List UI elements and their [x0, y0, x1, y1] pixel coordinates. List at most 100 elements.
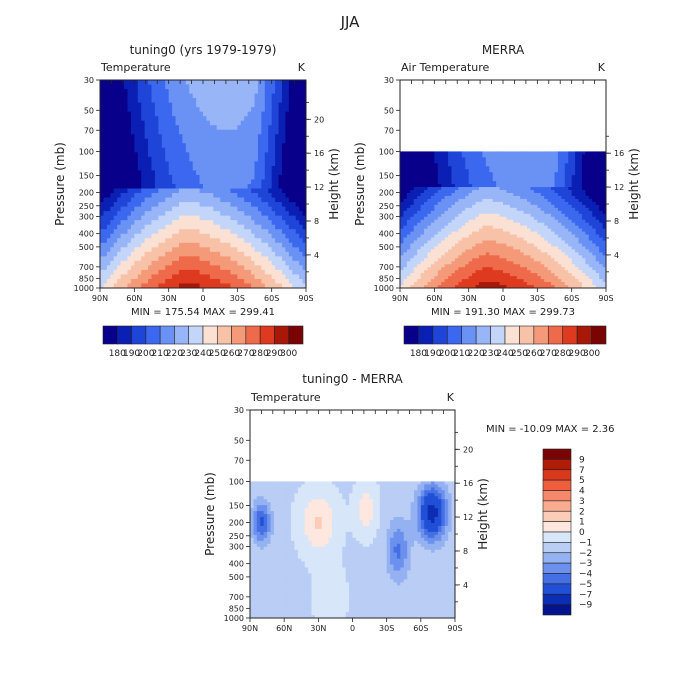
panel-3: tuning0 - MERRA Temperature K 90N 60N 30N 0 30S… — [203, 372, 615, 633]
y-tick-label: 300 — [79, 213, 94, 222]
panel-subtitle: Temperature — [100, 61, 171, 74]
colorbar-swatch — [159, 325, 175, 345]
colorbar-swatch — [490, 325, 506, 345]
colorbar-label: −4 — [579, 570, 593, 580]
y-tick-label: 200 — [379, 189, 394, 198]
x-tick-label: 60S — [564, 294, 579, 303]
x-tick-label: 30N — [161, 294, 177, 303]
colorbar-label: 280 — [252, 349, 269, 359]
colorbar-label: 0 — [579, 528, 585, 538]
colorbar-label: −2 — [579, 549, 592, 559]
x-tick-label: 60S — [264, 294, 279, 303]
y2-tick-label: 16 — [314, 149, 324, 158]
y-tick-label: 150 — [379, 171, 394, 180]
y2-tick-label: 20 — [463, 445, 473, 454]
y-tick-label: 100 — [229, 477, 244, 486]
y-tick-label: 50 — [234, 436, 244, 445]
x-tick-label: 30S — [379, 624, 394, 633]
x-tick-label: 90N — [242, 624, 258, 633]
panel-1: tuning0 (yrs 1979-1979) Temperature K 90N 60… — [53, 43, 341, 359]
y-tick-label: 250 — [229, 532, 244, 541]
colorbar-swatch — [542, 583, 572, 595]
x-tick-label: 0 — [200, 294, 205, 303]
y-tick-label: 1000 — [74, 284, 94, 293]
y2-tick-label: 20 — [314, 115, 324, 124]
colorbar-label: 190 — [424, 349, 441, 359]
colorbar-label: 180 — [410, 349, 427, 359]
colorbar-label: 190 — [123, 349, 140, 359]
y-tick-label: 850 — [379, 274, 394, 283]
colorbar-swatch — [542, 593, 572, 605]
colorbar-swatch — [533, 325, 549, 345]
colorbar-label: −7 — [579, 590, 592, 600]
colorbar-label: 220 — [166, 349, 183, 359]
stats-label: MIN = -10.09 MAX = 2.36 — [486, 424, 615, 435]
y-tick-label: 30 — [384, 76, 394, 85]
y-tick-label: 300 — [379, 213, 394, 222]
y-tick-label: 700 — [229, 593, 244, 602]
colorbar-swatch — [542, 459, 572, 471]
y-tick-label: 500 — [379, 243, 394, 252]
colorbar-label: 5 — [579, 476, 585, 486]
x-tick-label: 90S — [447, 624, 462, 633]
colorbar-swatch — [542, 521, 572, 533]
x-tick-label: 90N — [92, 294, 108, 303]
colorbar-label: 2 — [579, 507, 585, 517]
y2-tick-label: 4 — [463, 581, 468, 590]
y-tick-label: 500 — [229, 573, 244, 582]
colorbar-label: −3 — [579, 559, 592, 569]
colorbar-swatch — [542, 500, 572, 512]
colorbar-swatch — [542, 552, 572, 564]
contour-field — [100, 80, 307, 289]
colorbar-swatch — [542, 573, 572, 585]
colorbar-label: 300 — [280, 349, 297, 359]
stats-label: MIN = 175.54 MAX = 299.41 — [131, 307, 275, 318]
y-tick-label: 200 — [79, 189, 94, 198]
colorbar-label: 290 — [266, 349, 283, 359]
x-tick-label: 30N — [310, 624, 326, 633]
panel-subtitle: Air Temperature — [401, 61, 490, 74]
x-tick-label: 0 — [350, 624, 355, 633]
y-tick-label: 30 — [84, 76, 94, 85]
colorbar-label: 200 — [439, 349, 456, 359]
panel-title: tuning0 - MERRA — [302, 372, 403, 386]
y-tick-label: 200 — [229, 519, 244, 528]
y2-tick-label: 12 — [463, 513, 473, 522]
colorbar-label: 3 — [579, 497, 585, 507]
colorbar-label: −5 — [579, 580, 592, 590]
colorbar-swatch — [403, 325, 419, 345]
y-tick-label: 1000 — [374, 284, 394, 293]
y-axis-label: Pressure (mb) — [53, 142, 67, 226]
x-tick-label: 30N — [461, 294, 477, 303]
colorbar-label: −9 — [579, 601, 593, 611]
colorbar-label: 210 — [453, 349, 470, 359]
colorbar-label: 200 — [137, 349, 154, 359]
y2-tick-label: 16 — [614, 149, 624, 158]
colorbar-label: 270 — [237, 349, 254, 359]
y2-axis-label: Height (km) — [476, 478, 490, 549]
y-tick-label: 70 — [384, 126, 394, 135]
colorbar-swatch — [231, 325, 247, 345]
colorbar-swatch — [288, 325, 304, 345]
y-tick-label: 700 — [79, 263, 94, 272]
contour-field — [400, 151, 607, 289]
colorbar-swatch — [542, 510, 572, 522]
colorbar-label: 7 — [579, 466, 585, 476]
colorbar-swatch — [216, 325, 232, 345]
y-tick-label: 50 — [84, 106, 94, 115]
x-tick-label: 60N — [426, 294, 442, 303]
y2-tick-label: 16 — [463, 479, 473, 488]
x-tick-label: 30S — [230, 294, 245, 303]
colorbar-label: 4 — [579, 487, 585, 497]
x-tick-label: 90N — [392, 294, 408, 303]
colorbar-swatch — [418, 325, 434, 345]
units-label: K — [298, 61, 306, 74]
colorbar-swatch — [461, 325, 477, 345]
colorbar-label: 240 — [496, 349, 513, 359]
colorbar-label: 230 — [482, 349, 499, 359]
x-tick-label: 90S — [598, 294, 613, 303]
colorbar-swatch — [174, 325, 190, 345]
